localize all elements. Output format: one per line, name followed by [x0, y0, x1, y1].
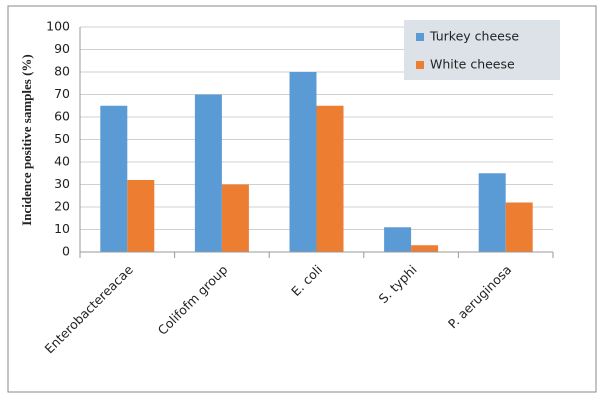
y-tick-label: 20 — [54, 199, 70, 214]
y-tick-label: 100 — [46, 19, 70, 34]
y-tick-label: 60 — [54, 109, 70, 124]
y-tick-label: 50 — [54, 131, 70, 146]
legend-box — [404, 20, 560, 80]
y-tick-label: 40 — [54, 154, 70, 169]
legend-label: Turkey cheese — [429, 29, 519, 44]
bar — [289, 72, 317, 252]
y-tick-label: 70 — [54, 86, 70, 101]
y-tick-label: 0 — [62, 244, 70, 259]
bar — [411, 245, 439, 252]
bar — [221, 184, 249, 252]
legend-swatch — [416, 33, 424, 41]
bar — [478, 173, 506, 252]
y-tick-label: 30 — [54, 176, 70, 191]
y-tick-label: 80 — [54, 64, 70, 79]
bar — [194, 94, 222, 252]
legend-label: White cheese — [430, 57, 515, 72]
y-tick-label: 10 — [54, 221, 70, 236]
bar — [505, 202, 533, 252]
legend-swatch — [416, 61, 424, 69]
bar — [127, 180, 155, 252]
bar — [100, 105, 128, 252]
bar — [316, 105, 344, 252]
y-tick-label: 90 — [54, 41, 70, 56]
y-axis-label: Incidence positive samples (%) — [19, 54, 34, 226]
bar — [384, 227, 412, 252]
